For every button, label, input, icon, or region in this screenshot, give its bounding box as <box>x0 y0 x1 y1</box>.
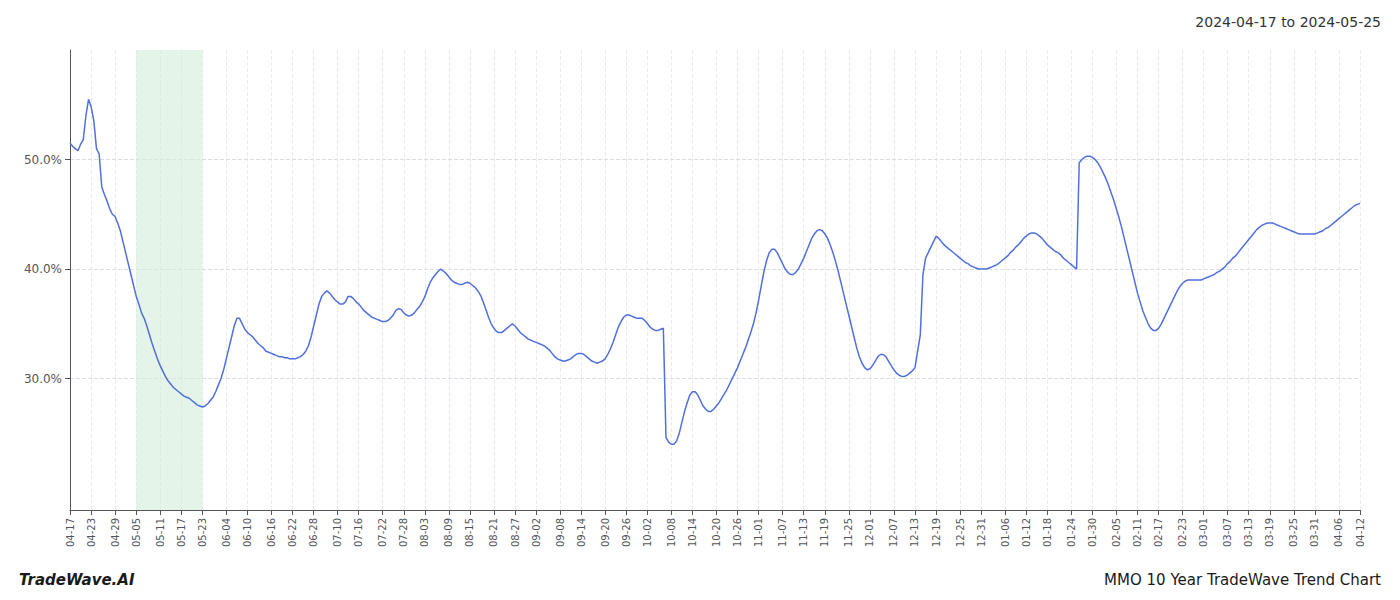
svg-text:03-13: 03-13 <box>1243 518 1254 547</box>
svg-text:TradeWave.AI: TradeWave.AI <box>19 571 135 589</box>
svg-text:06-04: 06-04 <box>221 518 232 547</box>
svg-text:02-05: 02-05 <box>1111 518 1122 547</box>
svg-text:01-18: 01-18 <box>1042 518 1053 547</box>
svg-text:12-01: 12-01 <box>864 518 875 547</box>
svg-text:11-19: 11-19 <box>819 518 830 547</box>
svg-text:10-26: 10-26 <box>732 518 743 547</box>
svg-text:03-01: 03-01 <box>1198 518 1209 547</box>
svg-text:10-02: 10-02 <box>642 518 653 547</box>
svg-text:09-08: 09-08 <box>555 518 566 547</box>
svg-text:11-25: 11-25 <box>843 518 854 547</box>
svg-text:08-15: 08-15 <box>464 518 475 547</box>
svg-text:07-22: 07-22 <box>377 518 388 547</box>
svg-text:05-23: 05-23 <box>197 518 208 547</box>
svg-text:07-28: 07-28 <box>398 518 409 547</box>
svg-text:08-21: 08-21 <box>488 518 499 547</box>
svg-text:03-25: 03-25 <box>1288 518 1299 547</box>
svg-text:04-12: 04-12 <box>1355 518 1366 547</box>
svg-text:05-11: 05-11 <box>155 518 166 547</box>
svg-text:10-08: 10-08 <box>666 518 677 547</box>
svg-text:08-27: 08-27 <box>510 518 521 547</box>
svg-text:06-16: 06-16 <box>266 518 277 547</box>
svg-text:50.0%: 50.0% <box>24 153 62 167</box>
svg-text:04-29: 04-29 <box>110 518 121 547</box>
svg-text:04-23: 04-23 <box>86 518 97 547</box>
svg-text:06-10: 06-10 <box>242 518 253 547</box>
svg-text:01-12: 01-12 <box>1021 518 1032 547</box>
svg-text:01-06: 01-06 <box>1000 518 1011 547</box>
svg-text:09-20: 09-20 <box>600 518 611 547</box>
svg-text:2024-04-17 to 2024-05-25: 2024-04-17 to 2024-05-25 <box>1195 14 1381 30</box>
svg-text:12-13: 12-13 <box>909 518 920 547</box>
svg-text:07-10: 07-10 <box>332 518 343 547</box>
svg-text:08-09: 08-09 <box>443 518 454 547</box>
svg-text:05-05: 05-05 <box>131 518 142 547</box>
svg-text:40.0%: 40.0% <box>24 262 62 276</box>
svg-text:01-30: 01-30 <box>1087 518 1098 547</box>
svg-text:08-03: 08-03 <box>419 518 430 547</box>
svg-text:12-19: 12-19 <box>931 518 942 547</box>
svg-text:07-16: 07-16 <box>353 518 364 547</box>
svg-text:03-19: 03-19 <box>1264 518 1275 547</box>
svg-text:05-17: 05-17 <box>176 518 187 547</box>
svg-text:04-17: 04-17 <box>65 518 76 547</box>
svg-text:09-26: 09-26 <box>621 518 632 547</box>
svg-text:02-17: 02-17 <box>1153 518 1164 547</box>
svg-text:12-07: 12-07 <box>888 518 899 547</box>
svg-text:03-07: 03-07 <box>1222 518 1233 547</box>
svg-text:11-07: 11-07 <box>777 518 788 547</box>
svg-text:04-06: 04-06 <box>1333 518 1344 547</box>
svg-text:02-23: 02-23 <box>1177 518 1188 547</box>
svg-text:MMO 10 Year TradeWave Trend Ch: MMO 10 Year TradeWave Trend Chart <box>1104 571 1381 589</box>
svg-text:30.0%: 30.0% <box>24 372 62 386</box>
svg-text:11-01: 11-01 <box>753 518 764 547</box>
svg-text:09-14: 09-14 <box>576 518 587 547</box>
svg-text:09-02: 09-02 <box>531 518 542 547</box>
svg-text:10-14: 10-14 <box>687 518 698 547</box>
svg-text:12-25: 12-25 <box>955 518 966 547</box>
svg-text:03-31: 03-31 <box>1309 518 1320 547</box>
svg-text:06-22: 06-22 <box>287 518 298 547</box>
svg-text:02-11: 02-11 <box>1132 518 1143 547</box>
svg-text:01-24: 01-24 <box>1066 518 1077 547</box>
svg-text:12-31: 12-31 <box>976 518 987 547</box>
svg-text:06-28: 06-28 <box>308 518 319 547</box>
svg-text:10-20: 10-20 <box>711 518 722 547</box>
svg-text:11-13: 11-13 <box>798 518 809 547</box>
